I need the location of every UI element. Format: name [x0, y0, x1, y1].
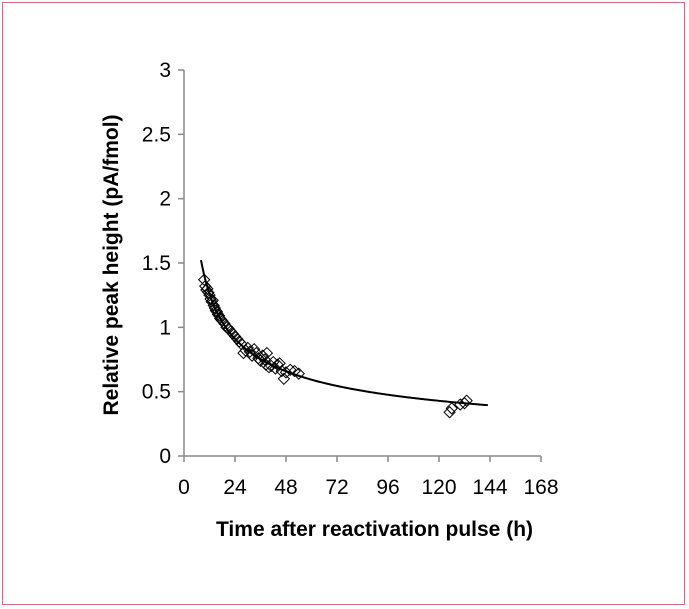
y-tick-label: 0.5 — [142, 381, 171, 404]
y-tick-label: 2 — [159, 188, 171, 211]
x-tick-label: 168 — [523, 476, 558, 499]
y-tick-label: 0 — [159, 445, 171, 468]
data-point — [210, 305, 224, 319]
data-point — [284, 363, 297, 377]
x-tick-label: 48 — [274, 476, 297, 499]
data-point — [203, 288, 216, 302]
data-point — [202, 286, 215, 299]
data-point — [458, 397, 471, 410]
y-tick-label: 3 — [159, 59, 171, 82]
data-point — [237, 346, 250, 360]
data-point — [247, 342, 261, 356]
data-point — [292, 367, 305, 380]
data-point — [207, 299, 220, 312]
data-point — [218, 317, 231, 330]
x-tick-label: 24 — [223, 476, 247, 499]
data-point — [206, 294, 219, 307]
y-tick-label: 1 — [159, 316, 171, 339]
x-tick-label: 96 — [376, 476, 399, 499]
data-point — [208, 301, 222, 315]
axes — [183, 70, 541, 457]
x-tick-label: 120 — [421, 476, 456, 499]
x-ticks: 0 24 48 72 96 120 144 168 — [178, 456, 559, 499]
data-point — [197, 273, 211, 286]
x-tick-label: 72 — [325, 476, 348, 499]
x-tick-label: 144 — [472, 476, 507, 499]
data-point — [256, 349, 269, 362]
data-point — [260, 346, 274, 360]
data-point — [269, 362, 282, 375]
x-tick-label: 0 — [178, 476, 190, 499]
y-tick-label: 1.5 — [142, 252, 171, 275]
data-point — [204, 292, 217, 306]
data-points — [197, 273, 473, 419]
data-point — [443, 406, 456, 419]
data-point — [445, 402, 458, 415]
data-point — [460, 394, 473, 407]
data-point — [201, 282, 214, 295]
data-point — [454, 398, 467, 411]
y-ticks: 0 0.5 1 1.5 2 2.5 3 — [142, 59, 184, 468]
data-point — [250, 346, 263, 360]
data-point — [212, 309, 226, 322]
y-tick-label: 2.5 — [142, 123, 171, 146]
data-point — [273, 357, 286, 370]
y-axis-title: Relative peak height (pA/fmol) — [100, 114, 123, 415]
x-axis-title: Time after reactivation pulse (h) — [216, 518, 533, 541]
fit-curve — [200, 259, 488, 407]
